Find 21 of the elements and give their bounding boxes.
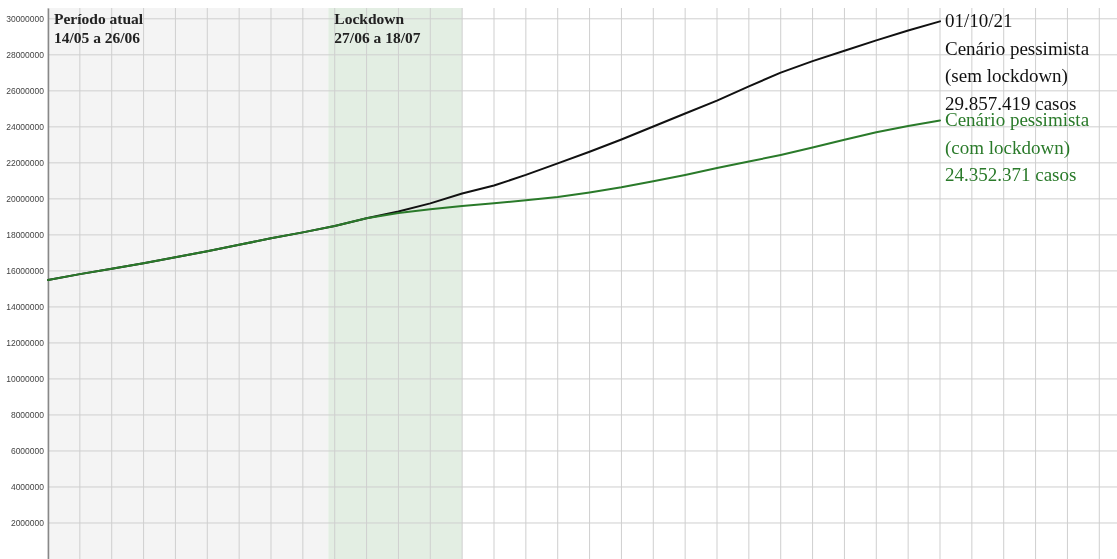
y-tick-label: 18000000 — [6, 230, 45, 241]
y-tick-label: 2000000 — [10, 518, 45, 529]
series-label: Cenário pessimista (sem lockdown) — [945, 37, 1090, 88]
y-tick-label: 20000000 — [6, 194, 45, 205]
y-tick-label: 22000000 — [6, 158, 45, 169]
y-tick-label: 12000000 — [6, 338, 45, 349]
y-tick-label: 8000000 — [10, 410, 45, 421]
line-series — [47, 119, 941, 281]
y-tick-label: 26000000 — [6, 86, 45, 97]
y-tick-label: 30000000 — [6, 14, 45, 25]
y-tick-label: 6000000 — [10, 446, 45, 457]
y-tick-label: 16000000 — [6, 266, 45, 277]
annotation: Lockdown 27/06 a 18/07 — [334, 10, 421, 46]
annotation: 24.352.371 casos — [945, 164, 1077, 186]
annotation: 01/10/21 — [945, 10, 1013, 32]
y-tick-label: 10000000 — [6, 374, 45, 385]
y-tick-label: 4000000 — [10, 482, 45, 493]
y-tick-label: 24000000 — [6, 122, 45, 133]
y-tick-label: 14000000 — [6, 302, 45, 313]
annotation: Período atual 14/05 a 26/06 — [54, 10, 144, 46]
y-tick-label: 28000000 — [6, 50, 45, 61]
